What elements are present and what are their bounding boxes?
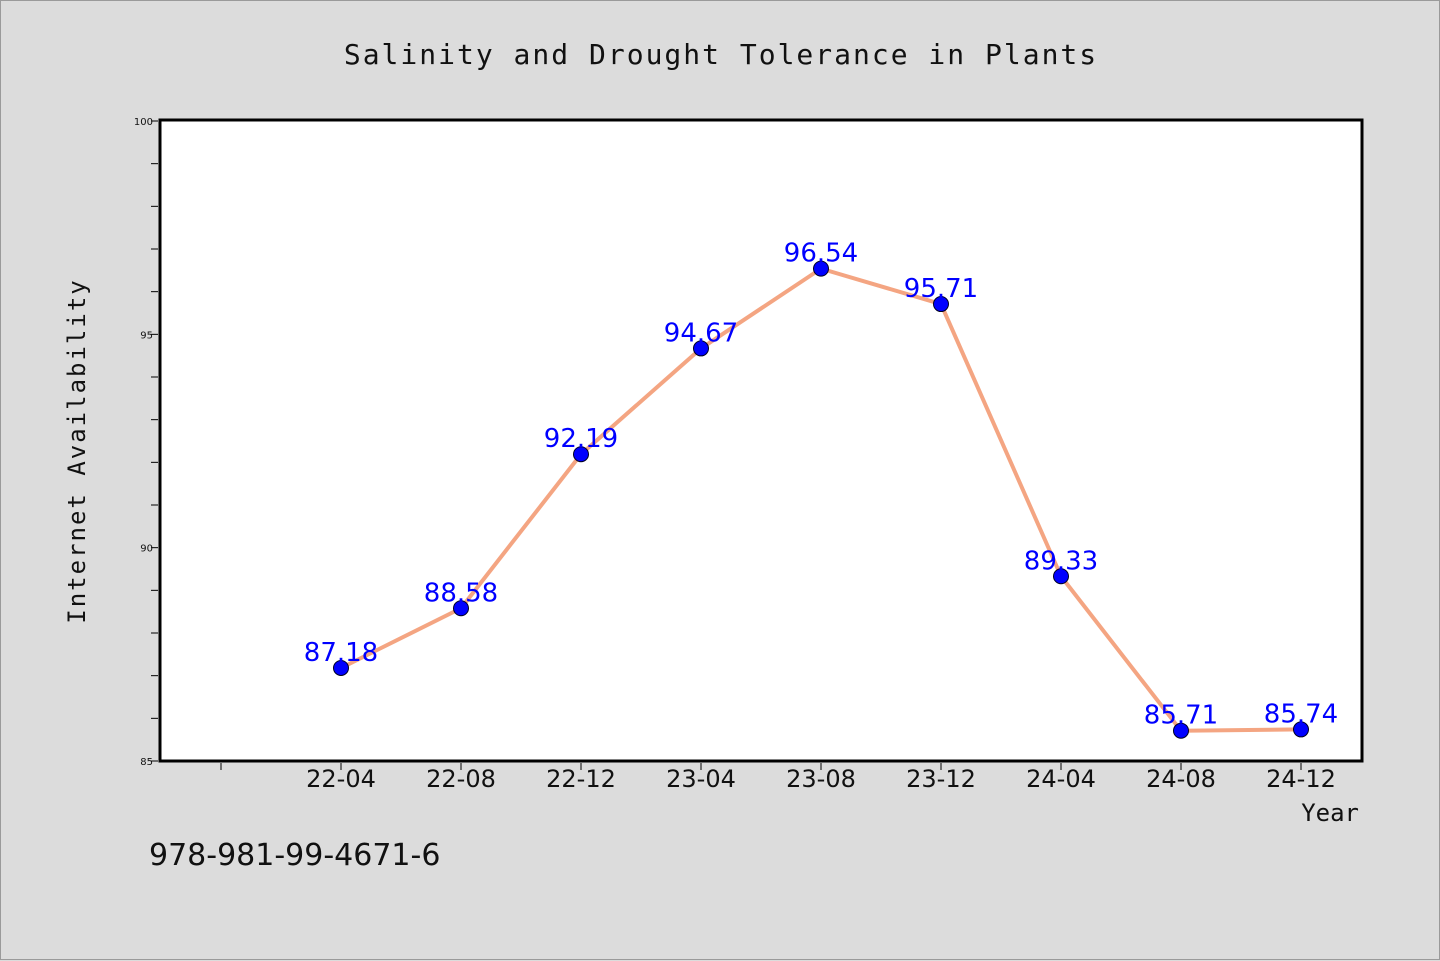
data-label: 85.71 — [1144, 701, 1218, 731]
chart-title: Salinity and Drought Tolerance in Plants — [344, 38, 1098, 71]
x-axis-label: Year — [1301, 799, 1359, 827]
data-point — [333, 659, 349, 676]
x-tick-label: 23-12 — [906, 765, 976, 793]
data-label: 92.19 — [544, 424, 618, 454]
data-markers — [333, 260, 1309, 739]
data-point — [813, 260, 829, 277]
data-label: 88.58 — [424, 578, 498, 608]
y-axis: 85 90 95 100 — [134, 117, 158, 768]
data-label: 95.71 — [904, 274, 978, 304]
data-point — [1173, 722, 1189, 739]
data-point — [933, 296, 949, 313]
data-point — [453, 600, 469, 617]
data-labels: 87.18 88.58 92.19 94.67 96.54 95.71 89.33 85.71… — [304, 239, 1338, 731]
data-label: 87.18 — [304, 638, 378, 668]
x-tick-label: 22-04 — [306, 765, 376, 793]
data-point — [573, 446, 589, 463]
y-tick-label: 100 — [134, 117, 153, 128]
data-label: 94.67 — [664, 318, 738, 348]
y-tick-label: 90 — [140, 544, 153, 555]
data-point — [693, 340, 709, 357]
data-point — [1053, 568, 1069, 585]
data-point — [1293, 721, 1309, 738]
x-tick-label: 23-04 — [666, 765, 736, 793]
y-axis-label: Internet Availability — [63, 278, 91, 623]
y-tick-label: 85 — [140, 757, 153, 768]
footer-code: 978-981-99-4671-6 — [149, 838, 440, 873]
x-tick-label: 22-08 — [426, 765, 496, 793]
x-tick-label: 24-08 — [1146, 765, 1216, 793]
x-axis: 22-04 22-08 22-12 23-04 23-08 23-12 24-04 24-08… — [220, 763, 1336, 793]
data-label: 85.74 — [1264, 699, 1338, 729]
x-tick-label: 22-12 — [546, 765, 616, 793]
x-tick-label: 23-08 — [786, 765, 856, 793]
data-label: 89.33 — [1024, 546, 1098, 576]
plot-area — [158, 118, 1364, 763]
x-tick-label: 24-12 — [1266, 765, 1336, 793]
data-label: 96.54 — [784, 239, 858, 269]
y-tick-label: 95 — [140, 330, 153, 341]
x-tick-label: 24-04 — [1026, 765, 1096, 793]
